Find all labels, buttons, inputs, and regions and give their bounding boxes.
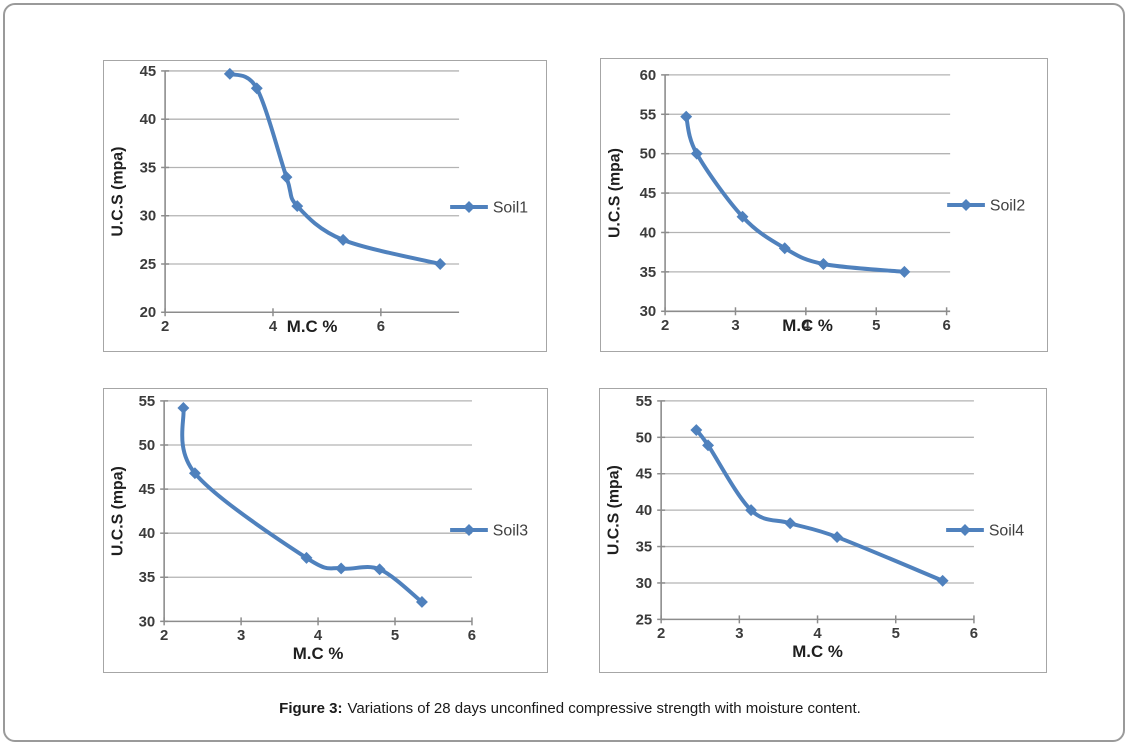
svg-text:50: 50	[640, 147, 657, 163]
svg-text:45: 45	[640, 186, 657, 202]
svg-text:35: 35	[636, 540, 653, 556]
svg-text:5: 5	[892, 626, 900, 642]
svg-text:U.C.S (mpa): U.C.S (mpa)	[109, 466, 126, 556]
svg-text:25: 25	[140, 257, 157, 273]
svg-text:3: 3	[237, 628, 245, 644]
chart-soil1: 20 25 30 35 40 45 2 4 6 U.C.S (mpa) M.C % Soil1	[103, 60, 547, 352]
svg-text:45: 45	[139, 482, 156, 498]
svg-text:2: 2	[657, 626, 665, 642]
svg-text:M.C %: M.C %	[287, 317, 338, 336]
svg-text:35: 35	[139, 570, 156, 586]
chart-soil4: 25 30 35 40 45 50 55 2 3 4 5 6 U.C.S (mpa) M.C % Soil4	[599, 388, 1047, 673]
svg-text:55: 55	[640, 107, 657, 123]
svg-text:4: 4	[813, 626, 822, 642]
svg-text:40: 40	[139, 526, 156, 542]
svg-text:U.C.S (mpa): U.C.S (mpa)	[109, 147, 126, 237]
svg-text:6: 6	[468, 628, 476, 644]
figure-page-frame: 20 25 30 35 40 45 2 4 6 U.C.S (mpa) M.C % Soil1 30 3…	[3, 3, 1125, 742]
svg-text:50: 50	[636, 430, 653, 446]
svg-text:30: 30	[139, 614, 156, 630]
svg-text:U.C.S (mpa): U.C.S (mpa)	[605, 465, 622, 555]
svg-text:Soil4: Soil4	[989, 522, 1024, 539]
svg-text:Soil3: Soil3	[493, 522, 528, 539]
svg-text:55: 55	[139, 394, 156, 410]
svg-text:Soil1: Soil1	[493, 199, 528, 216]
svg-text:4: 4	[802, 318, 811, 334]
svg-text:5: 5	[872, 318, 880, 334]
figure-caption-label: Figure 3:	[279, 700, 343, 717]
chart-soil2: 30 35 40 45 50 55 60 2 3 4 5 6 U.C.S (mpa) M.C % Soil2	[600, 58, 1048, 352]
svg-text:3: 3	[731, 318, 739, 334]
svg-text:40: 40	[640, 225, 657, 241]
svg-text:40: 40	[140, 112, 157, 128]
chart-canvas-soil1: 20 25 30 35 40 45 2 4 6 U.C.S (mpa) M.C % Soil1	[109, 64, 528, 336]
svg-text:M.C %: M.C %	[782, 316, 833, 335]
svg-text:50: 50	[139, 438, 156, 454]
figure-caption: Figure 3: Variations of 28 days unconfine…	[5, 700, 1130, 717]
svg-text:6: 6	[970, 626, 978, 642]
svg-text:20: 20	[140, 305, 157, 321]
svg-text:2: 2	[661, 318, 669, 334]
svg-text:35: 35	[140, 160, 157, 176]
svg-text:M.C %: M.C %	[293, 644, 344, 663]
svg-text:6: 6	[942, 318, 950, 334]
svg-text:4: 4	[269, 319, 278, 335]
svg-text:45: 45	[140, 64, 157, 80]
svg-text:30: 30	[640, 304, 657, 320]
svg-text:5: 5	[391, 628, 399, 644]
svg-text:6: 6	[377, 319, 385, 335]
svg-text:55: 55	[636, 394, 653, 410]
svg-text:4: 4	[314, 628, 323, 644]
svg-text:30: 30	[140, 209, 157, 225]
svg-text:U.C.S (mpa): U.C.S (mpa)	[606, 148, 623, 238]
svg-text:M.C %: M.C %	[792, 642, 843, 661]
svg-text:30: 30	[636, 576, 653, 592]
svg-text:40: 40	[636, 503, 653, 519]
figure-caption-text: Variations of 28 days unconfined compres…	[347, 700, 861, 717]
chart-soil3: 30 35 40 45 50 55 2 3 4 5 6 U.C.S (mpa) M.C % Soil3	[103, 388, 548, 673]
svg-text:Soil2: Soil2	[990, 197, 1025, 214]
svg-text:35: 35	[640, 265, 657, 281]
svg-text:45: 45	[636, 467, 653, 483]
svg-text:3: 3	[735, 626, 743, 642]
svg-text:2: 2	[161, 319, 169, 335]
svg-text:25: 25	[636, 612, 653, 628]
svg-text:60: 60	[640, 68, 657, 84]
svg-text:2: 2	[160, 628, 168, 644]
